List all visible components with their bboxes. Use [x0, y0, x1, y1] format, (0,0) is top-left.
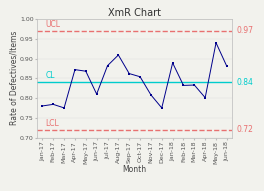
Text: UCL: UCL [46, 20, 61, 29]
Y-axis label: Rate of Defectives/Items: Rate of Defectives/Items [9, 31, 18, 125]
Text: 0.72: 0.72 [237, 125, 253, 134]
Text: 0.84: 0.84 [237, 78, 253, 87]
X-axis label: Month: Month [122, 165, 147, 174]
Text: LCL: LCL [46, 119, 59, 128]
Text: CL: CL [46, 71, 55, 80]
Title: XmR Chart: XmR Chart [108, 8, 161, 18]
Text: 0.97: 0.97 [237, 26, 253, 36]
